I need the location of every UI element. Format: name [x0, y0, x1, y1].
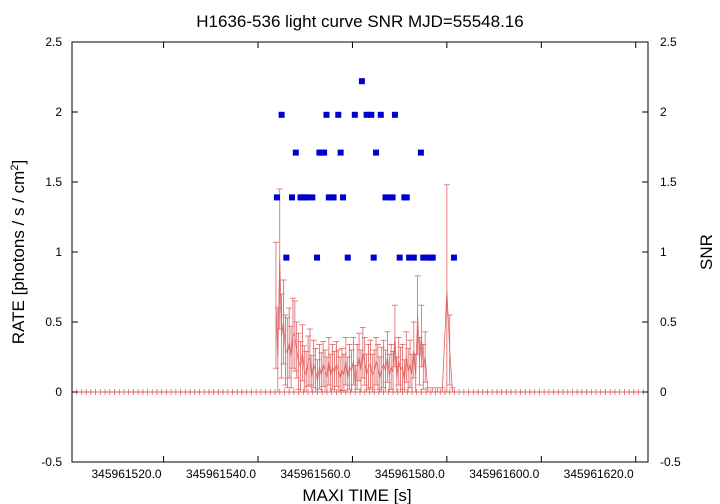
y2-tick-label: 0 [660, 385, 667, 399]
snr-point [292, 149, 299, 156]
snr-point [391, 111, 398, 118]
y-axis-title-main: RATE [photons / s / cm [9, 171, 28, 345]
snr-point [304, 194, 311, 201]
snr-point [429, 254, 436, 261]
snr-point [283, 254, 290, 261]
snr-point [309, 194, 316, 201]
snr-point [330, 194, 337, 201]
y2-axis-title: SNR [697, 234, 716, 270]
y-axis-title: RATE [photons / s / cm2] [9, 160, 28, 344]
plot-frame [71, 41, 649, 463]
snr-point [396, 254, 403, 261]
snr-point [450, 254, 457, 261]
y-tick-label: 2.5 [45, 35, 62, 49]
y2-tick-label: 2 [660, 105, 667, 119]
y-tick-label: -0.5 [41, 455, 62, 469]
y2-tick-label: 2.5 [660, 35, 677, 49]
snr-point [370, 254, 377, 261]
rate-point [443, 184, 450, 393]
snr-point [278, 111, 285, 118]
y-axis-title-sup: 2 [9, 165, 21, 171]
snr-point [417, 149, 424, 156]
snr-point [410, 254, 417, 261]
x-tick-label: 345961600.0 [469, 467, 539, 481]
snr-series [273, 78, 457, 261]
snr-point [337, 149, 344, 156]
snr-point [323, 111, 330, 118]
snr-point [373, 149, 380, 156]
snr-point [321, 149, 328, 156]
chart-title: H1636-536 light curve SNR MJD=55548.16 [196, 12, 523, 31]
snr-point [420, 254, 427, 261]
x-tick-label: 345961520.0 [92, 467, 162, 481]
snr-point [340, 194, 347, 201]
snr-point [363, 111, 370, 118]
plot-border [71, 41, 649, 463]
y-tick-label: 0 [55, 385, 62, 399]
snr-point [406, 254, 413, 261]
y-tick-label: 2 [55, 105, 62, 119]
x-axis-title: MAXI TIME [s] [302, 486, 411, 504]
y-tick-label: 0.5 [45, 315, 62, 329]
snr-point [351, 111, 358, 118]
y2-tick-label: 0.5 [660, 315, 677, 329]
snr-point [314, 254, 321, 261]
rate-series [71, 184, 649, 395]
x-tick-label: 345961580.0 [375, 467, 445, 481]
axis-ticks: -0.5 0 0.5 1 1.5 2 2.5 -0.5 0 0.5 1 1.5 2 2.5 34596152… [41, 35, 681, 481]
snr-point [377, 111, 384, 118]
x-tick-label: 345961620.0 [564, 467, 634, 481]
y2-tick-label: 1 [660, 245, 667, 259]
y2-tick-label: -0.5 [660, 455, 681, 469]
snr-point [344, 254, 351, 261]
x-tick-label: 345961560.0 [280, 467, 350, 481]
snr-point [289, 194, 296, 201]
snr-point [389, 194, 396, 201]
rate-line [275, 258, 453, 393]
y-tick-label: 1 [55, 245, 62, 259]
x-tick-label: 345961540.0 [186, 467, 256, 481]
snr-point [273, 194, 280, 201]
y-tick-label: 1.5 [45, 175, 62, 189]
snr-point [368, 111, 375, 118]
snr-point [382, 194, 389, 201]
snr-point [403, 194, 410, 201]
y-axis-title-end: ] [9, 160, 28, 165]
snr-point [358, 78, 365, 85]
y2-tick-label: 1.5 [660, 175, 677, 189]
snr-point [335, 111, 342, 118]
